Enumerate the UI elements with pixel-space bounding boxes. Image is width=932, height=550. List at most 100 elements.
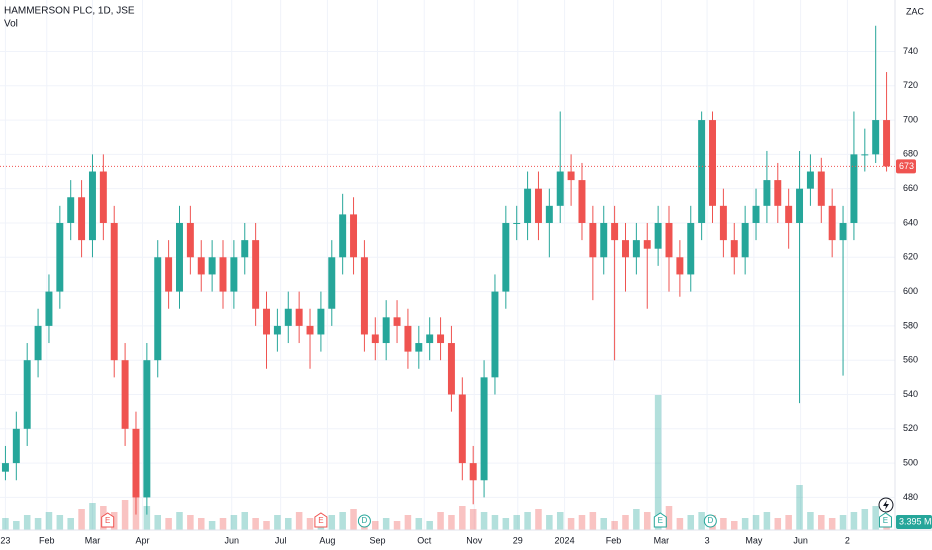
candle-body	[110, 222, 118, 361]
volume-bar	[23, 515, 31, 530]
candle-body	[806, 171, 814, 189]
volume-bar	[295, 512, 303, 530]
candle-body	[556, 171, 564, 206]
volume-bar	[110, 512, 118, 530]
candle-body	[752, 205, 760, 223]
volume-bar	[448, 515, 455, 530]
volume-bar	[502, 518, 510, 530]
candle-body	[328, 257, 336, 309]
candle-body	[263, 308, 270, 335]
candle-body	[219, 257, 227, 292]
volume-bar	[513, 515, 520, 530]
y-tick-label: 700	[903, 114, 918, 124]
candle-body	[45, 291, 53, 326]
candle-body	[252, 240, 260, 309]
event-label: E	[883, 516, 888, 525]
candle-body	[295, 308, 303, 326]
volume-bar	[415, 518, 423, 530]
candle-body	[371, 334, 379, 344]
candle-body	[567, 171, 575, 181]
candle-body	[785, 205, 793, 223]
x-tick-label: 2024	[555, 535, 575, 545]
volume-bar	[350, 509, 357, 530]
candle-body	[12, 428, 20, 464]
candle-body	[339, 214, 347, 258]
candle-body	[1, 463, 9, 472]
candle-body	[56, 222, 64, 292]
volume-bar	[535, 509, 542, 530]
candle-body	[611, 222, 619, 241]
candle-body	[654, 222, 662, 249]
candle-body	[600, 222, 608, 258]
last-price-box	[896, 159, 916, 174]
volume-bar	[720, 518, 727, 530]
event-label: E	[318, 516, 323, 525]
volume-bar	[121, 500, 129, 530]
x-tick-label: 2	[845, 535, 850, 545]
candle-body	[165, 257, 173, 292]
event-label: E	[105, 516, 110, 525]
volume-bar	[741, 518, 749, 530]
volume-bar	[285, 518, 292, 530]
x-tick-label: Jun	[793, 535, 808, 545]
candle-body	[861, 154, 869, 156]
candle-body	[393, 317, 401, 326]
volume-bar	[56, 515, 64, 530]
volume-bar	[633, 509, 640, 530]
candle-body	[741, 222, 749, 258]
y-tick-label: 560	[903, 355, 918, 365]
volume-bar	[67, 518, 74, 530]
candle-body	[350, 214, 358, 258]
grid	[0, 0, 895, 530]
volume-bar	[328, 515, 336, 530]
candle-body	[23, 360, 31, 429]
volume-title: Vol	[4, 19, 18, 30]
volume-bar	[13, 521, 20, 530]
volume-bar	[372, 521, 379, 530]
volume-bar	[785, 515, 792, 530]
volume-bar	[491, 515, 499, 530]
x-tick-label: Nov	[466, 535, 483, 545]
volume-bar	[165, 518, 172, 530]
volume-bar	[622, 515, 629, 530]
candle-body	[132, 428, 140, 498]
x-tick-label: 23	[0, 535, 10, 545]
candle-body	[317, 308, 325, 335]
candle-body	[774, 180, 782, 206]
candle-body	[426, 334, 434, 344]
volume-bar	[78, 509, 85, 530]
volume-bar	[643, 512, 651, 530]
candle-body	[458, 394, 466, 464]
candle-body	[502, 222, 510, 292]
event-marker	[878, 512, 892, 528]
x-tick-label: Feb	[606, 535, 622, 545]
volume-bar	[143, 506, 151, 530]
candle-body	[676, 257, 684, 275]
candle-body	[447, 343, 455, 395]
alert-icon[interactable]	[878, 497, 894, 513]
candle-body	[99, 171, 107, 223]
y-tick-label: 680	[903, 149, 918, 159]
event-label: D	[707, 516, 713, 525]
candle-body	[197, 257, 205, 275]
volume-bar	[524, 512, 531, 530]
candle-body	[186, 222, 194, 258]
volume-bar	[828, 518, 836, 530]
candle-body	[88, 171, 96, 241]
candle-body	[78, 197, 86, 241]
y-tick-label: 740	[903, 46, 918, 56]
x-tick-label: 29	[513, 535, 523, 545]
candle-body	[513, 222, 521, 224]
volume-bar	[654, 395, 662, 530]
volume-bar	[197, 518, 205, 530]
symbol-title: HAMMERSON PLC, 1D, JSE	[4, 6, 135, 17]
volume-bar	[665, 506, 673, 530]
y-tick-label: 640	[903, 217, 918, 227]
candle-body	[67, 197, 75, 223]
candle-body	[121, 360, 129, 429]
candle-body	[284, 308, 292, 326]
y-tick-label: 660	[903, 183, 918, 193]
candle-body	[665, 222, 673, 258]
candle-body	[534, 188, 542, 223]
candle-body	[469, 463, 477, 481]
